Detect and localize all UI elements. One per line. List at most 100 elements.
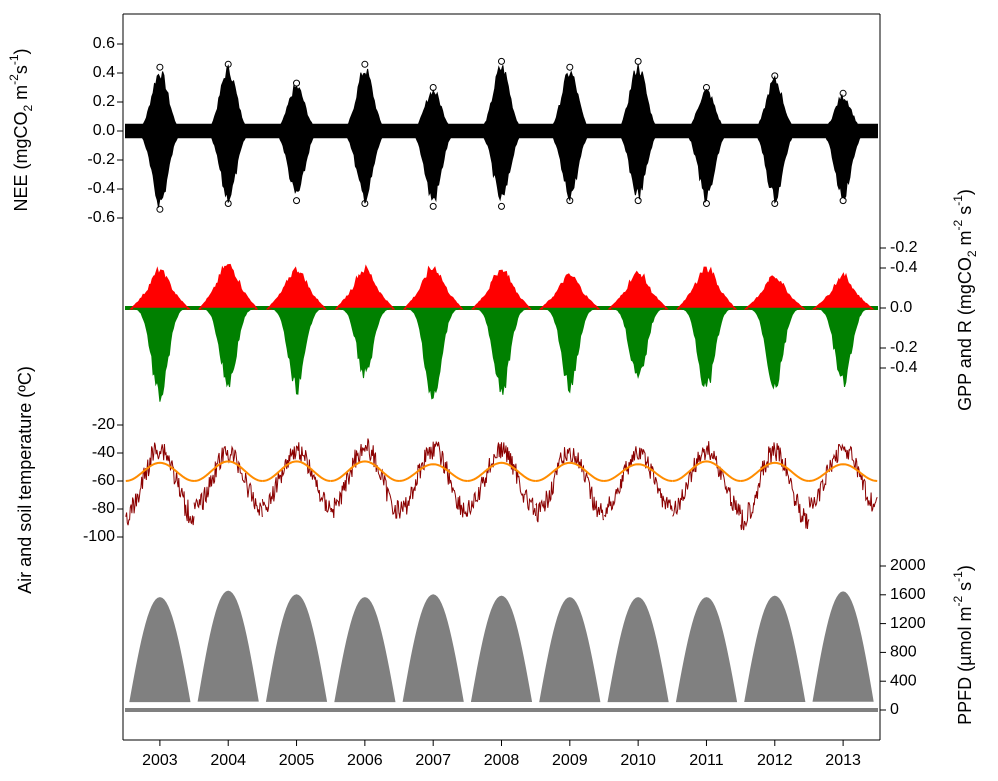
nee-trough: [771, 200, 779, 207]
ppfd: [675, 597, 738, 703]
nee-trough: [702, 200, 710, 207]
air-temperature: [672, 441, 742, 517]
nee-envelope: [474, 65, 529, 202]
y-axis-title-part: 2: [21, 105, 35, 112]
nee-envelope: [405, 89, 461, 203]
y-tick-label: 0: [890, 701, 899, 718]
x-tick-label: 2006: [347, 752, 383, 769]
gpp: [269, 307, 324, 395]
nee-peak: [771, 72, 779, 80]
y-axis-title-part: PPFD (µmol m: [955, 606, 975, 724]
nee-peak: [156, 63, 164, 71]
x-tick-label: 2003: [142, 752, 178, 769]
y-axis-title-part: Air and soil temperature (ºC): [15, 366, 35, 594]
y-axis-title: PPFD (µmol m-2 s-1): [951, 565, 975, 725]
gpp: [747, 307, 802, 390]
ppfd: [812, 591, 874, 702]
respiration: [265, 266, 327, 310]
x-tick-label: 2004: [210, 752, 246, 769]
ppfd: [470, 595, 533, 702]
y-axis-title-part: -1: [951, 571, 965, 582]
nee-trough: [498, 202, 505, 210]
respiration: [607, 270, 669, 310]
y-axis-title-part: m: [955, 230, 975, 250]
nee-envelope: [542, 70, 598, 202]
nee-envelope: [815, 94, 871, 200]
gpp: [542, 307, 597, 394]
y-tick-label: 0.0: [890, 299, 912, 316]
y-tick-label: 2000: [890, 557, 926, 574]
air-temperature: [398, 440, 468, 519]
x-tick-label: 2012: [757, 752, 793, 769]
respiration: [470, 269, 532, 310]
gpp: [132, 307, 187, 402]
y-tick-label: -0.6: [87, 209, 115, 226]
ppfd: [265, 594, 328, 702]
soil-temperature: [672, 460, 741, 482]
respiration: [129, 266, 191, 310]
x-tick-label: 2013: [825, 752, 861, 769]
nee-envelope: [747, 75, 803, 204]
y-tick-label: -0.2: [890, 339, 918, 356]
y-axis-title-part: ): [11, 48, 31, 54]
gpp: [816, 307, 871, 388]
nee-envelope: [337, 68, 393, 204]
nee-trough: [634, 197, 642, 205]
soil-temperature: [330, 460, 400, 482]
x-tick-label: 2009: [552, 752, 588, 769]
y-tick-label: -0.2: [890, 239, 918, 256]
x-tick-label: 2007: [415, 752, 451, 769]
gpp: [337, 307, 392, 379]
y-axis-title-part: -2: [7, 74, 21, 85]
respiration: [198, 263, 259, 310]
y-axis-title-part: -2: [951, 219, 965, 230]
air-temperature: [808, 443, 878, 512]
soil-temperature: [262, 460, 331, 482]
gpp: [679, 307, 734, 388]
y-tick-label: 400: [890, 672, 917, 689]
air-temperature: [261, 442, 332, 513]
soil-temperature: [399, 463, 468, 482]
air-temperature: [466, 442, 537, 517]
y-axis-title: NEE (mgCO2 m-2s-1): [7, 48, 35, 211]
y-axis-title: Air and soil temperature (ºC): [15, 366, 35, 594]
nee-peak: [498, 57, 505, 65]
respiration: [811, 272, 875, 310]
baseline-band: [125, 708, 878, 712]
y-tick-label: -0.4: [87, 180, 115, 197]
y-axis-title-part: ): [955, 189, 975, 195]
soil-temperature: [603, 463, 673, 482]
y-tick-label: 0.2: [93, 93, 115, 110]
nee-peak: [224, 60, 232, 68]
air-temperature: [125, 442, 195, 526]
respiration: [402, 265, 464, 310]
gpp: [406, 307, 461, 400]
x-tick-label: 2005: [279, 752, 315, 769]
ppfd: [607, 597, 669, 703]
y-axis-title-part: s: [955, 582, 975, 596]
nee-envelope: [269, 84, 324, 194]
y-axis-title-part: 2: [965, 250, 979, 257]
nee-peak: [566, 63, 574, 71]
y-tick-label: 0.0: [93, 122, 115, 139]
respiration: [538, 273, 601, 310]
respiration: [743, 275, 807, 310]
y-tick-label: -40: [92, 444, 115, 461]
gpp: [201, 307, 256, 388]
y-tick-label: 800: [890, 644, 917, 661]
nee-peak: [429, 84, 437, 91]
soil-temperature: [194, 460, 263, 482]
y-axis-title-part: m: [11, 85, 31, 105]
air-temperature: [193, 445, 263, 518]
nee-trough: [361, 200, 369, 207]
y-axis-title-part: -1: [7, 54, 21, 65]
ppfd: [539, 597, 601, 703]
y-axis-title-part: -1: [951, 195, 965, 206]
y-tick-label: -0.4: [890, 259, 918, 276]
nee-trough: [429, 202, 437, 210]
y-tick-label: 1200: [890, 615, 926, 632]
nee-peak: [293, 79, 301, 87]
y-tick-label: -60: [92, 472, 115, 489]
y-tick-label: -80: [92, 500, 115, 517]
